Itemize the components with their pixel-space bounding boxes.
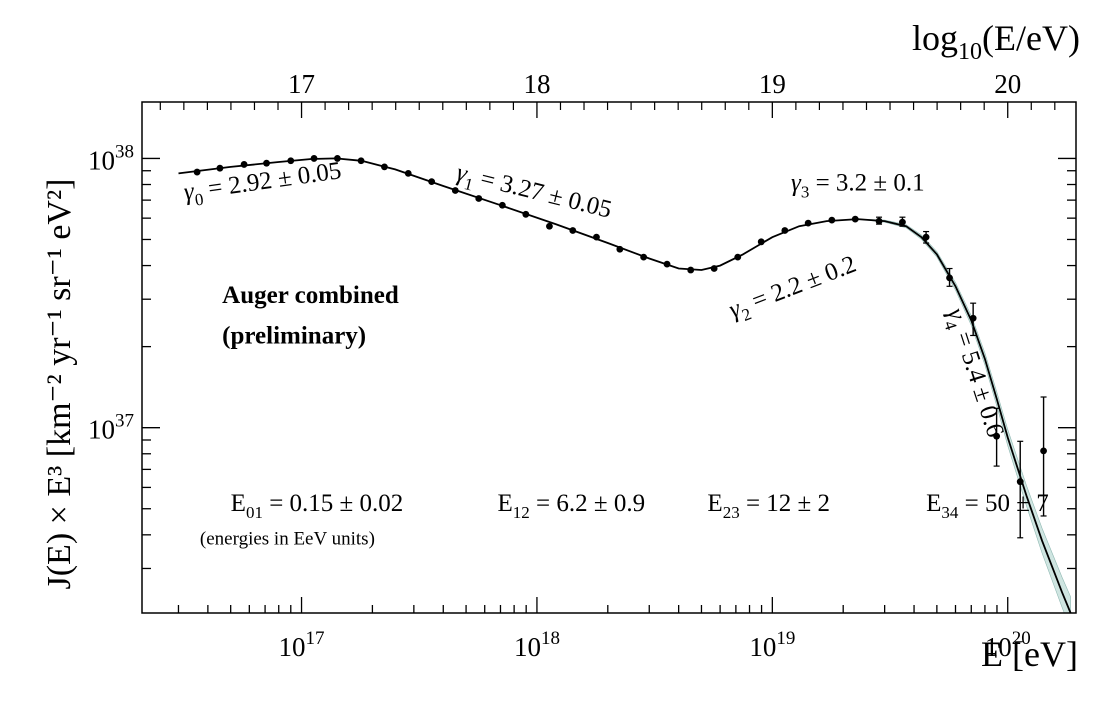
gamma-annotation-3: γ3 = 3.2 ± 0.1 — [791, 170, 925, 202]
data-point-1 — [216, 164, 224, 172]
x-bottom-tick-label: 1019 — [749, 628, 795, 662]
data-point-30 — [899, 218, 906, 226]
data-point-2 — [240, 161, 248, 168]
y-tick-label: 1038 — [88, 141, 134, 175]
plot-border — [141, 101, 1077, 614]
fit-uncertainty-band — [178, 158, 1071, 613]
data-point-19 — [640, 253, 648, 261]
data-point-0 — [193, 168, 201, 176]
data-point-27 — [828, 216, 836, 224]
data-point-28 — [851, 215, 859, 223]
label-annotation-5: Auger combined — [222, 282, 399, 309]
data-point-7 — [357, 157, 365, 165]
data-point-13 — [498, 201, 506, 209]
data-point-8 — [381, 163, 388, 171]
plot-frame — [141, 101, 1077, 614]
tick-labels: 17 18 19 20 1017 1018 1019 1020 1037 1038 — [88, 69, 1031, 662]
data-point-12 — [475, 195, 483, 202]
break-energy-01: E01 = 0.15 ± 0.02 — [231, 490, 404, 522]
data-point-17 — [593, 233, 600, 241]
x-bottom-tick-label: 1017 — [279, 628, 325, 662]
data-point-15 — [546, 222, 553, 230]
data-point-22 — [710, 265, 718, 272]
x-bottom-tick-label: 1018 — [514, 628, 560, 662]
data-point-35 — [1016, 478, 1024, 486]
data-point-10 — [428, 178, 436, 186]
data-point-21 — [687, 266, 695, 274]
data-point-24 — [757, 238, 765, 246]
gamma-annotation-2: γ2 = 2.2 ± 0.2 — [725, 251, 861, 329]
data-point-5 — [310, 155, 318, 162]
data-point-18 — [616, 245, 624, 253]
bottom-axis-label: E [eV] — [981, 634, 1078, 674]
top-axis-label: log10(E/eV) — [912, 18, 1080, 65]
units-note: (energies in EeV units) — [200, 529, 375, 550]
data-point-31 — [922, 233, 930, 241]
data-point-11 — [451, 187, 459, 194]
y-axis-label: J(E) × E³ [km⁻² yr⁻¹ sr⁻¹ eV²] — [41, 178, 78, 589]
data-point-32 — [946, 274, 953, 282]
data-point-29 — [875, 217, 883, 225]
x-top-tick-label: 20 — [994, 69, 1021, 99]
axis-ticks — [142, 102, 1076, 613]
annotations: γ0 = 2.92 ± 0.05 γ1 = 3.27 ± 0.05 γ3 = 3.2… — [182, 157, 1049, 549]
data-point-34 — [993, 432, 1001, 440]
x-top-tick-label: 18 — [523, 69, 550, 99]
x-bottom-tick-label: 1020 — [985, 628, 1031, 662]
break-energy-23: E23 = 12 ± 2 — [707, 490, 830, 522]
data-point-16 — [569, 227, 577, 234]
uncertainty-band — [178, 158, 1071, 613]
data-point-20 — [663, 260, 671, 268]
gamma-annotation-0: γ0 = 2.92 ± 0.05 — [182, 157, 344, 211]
data-point-26 — [804, 219, 812, 227]
data-point-14 — [522, 210, 530, 218]
gamma-annotation-1: γ1 = 3.27 ± 0.05 — [453, 159, 615, 228]
data-point-25 — [781, 227, 789, 234]
data-point-9 — [404, 169, 412, 177]
data-point-23 — [734, 253, 742, 261]
break-energy-34: E34 = 50 ± 7 — [926, 490, 1049, 522]
y-tick-label: 1037 — [88, 411, 134, 445]
data-points-layer — [193, 155, 1047, 539]
x-top-tick-label: 17 — [288, 69, 315, 99]
x-top-tick-label: 19 — [759, 69, 786, 99]
data-point-4 — [287, 157, 295, 165]
label-annotation-6: (preliminary) — [222, 323, 366, 350]
gamma-annotation-4: γ4 = 5.4 ± 0.6 — [937, 305, 1009, 442]
data-point-33 — [969, 314, 977, 322]
data-point-3 — [263, 159, 270, 167]
break-energy-12: E12 = 6.2 ± 0.9 — [498, 490, 646, 522]
data-point-6 — [333, 155, 341, 162]
fit-curve-layer — [178, 157, 1072, 613]
data-point-36 — [1040, 447, 1047, 455]
fit-line — [178, 157, 1072, 613]
